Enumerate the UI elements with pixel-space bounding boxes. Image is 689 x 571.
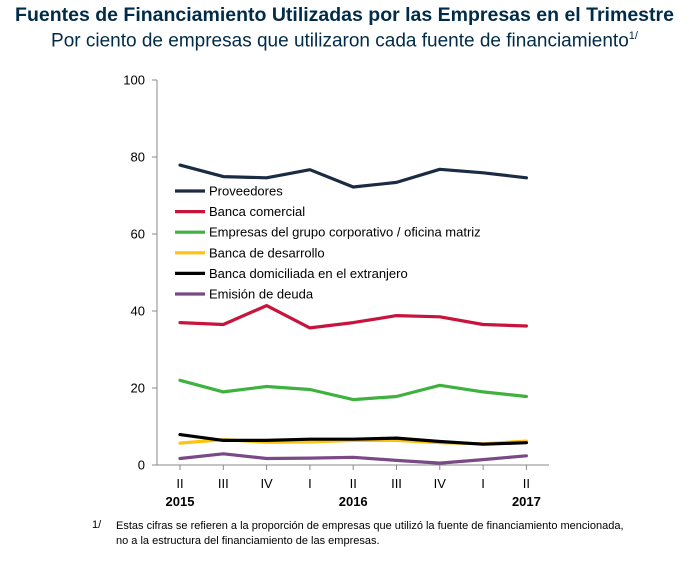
x-tick-label: IV	[260, 476, 273, 491]
series-line	[178, 304, 529, 330]
x-tick-label: I	[481, 476, 485, 491]
x-tick-label: I	[308, 476, 312, 491]
x-year-label: 2017	[512, 494, 541, 509]
y-tick-label: 40	[131, 304, 145, 319]
x-tick-label: II	[350, 476, 357, 491]
chart-axes	[152, 79, 549, 470]
subtitle-text: Por ciento de empresas que utilizaron ca…	[51, 30, 629, 52]
y-tick-label: 20	[131, 381, 145, 396]
y-tick-label: 100	[123, 73, 145, 88]
legend-label: Banca comercial	[209, 204, 305, 219]
x-tick-label: IV	[434, 476, 447, 491]
chart-subtitle: Por ciento de empresas que utilizaron ca…	[0, 30, 689, 52]
series-line	[178, 163, 529, 189]
chart-title: Fuentes de Financiamiento Utilizadas por…	[15, 4, 674, 26]
subtitle-footnote-mark: 1/	[628, 30, 638, 42]
x-year-label: 2016	[339, 494, 368, 509]
x-tick-label: II	[176, 476, 183, 491]
footnote-mark: 1/	[92, 519, 102, 531]
legend: Proveedores Banca comercial Empresas del g…	[175, 184, 481, 302]
series-line	[178, 378, 529, 402]
legend-label: Emisión de deuda	[209, 287, 314, 302]
x-tick-label: II	[523, 476, 530, 491]
series-line	[178, 452, 529, 465]
y-tick-labels: 0 20 40 60 80 100	[123, 73, 145, 473]
series-lines	[178, 163, 529, 465]
y-tick-label: 0	[138, 458, 145, 473]
legend-label: Banca domiciliada en el extranjero	[209, 266, 408, 281]
series-line	[178, 433, 529, 446]
x-tick-label: III	[391, 476, 402, 491]
legend-label: Empresas del grupo corporativo / oficina…	[209, 225, 481, 240]
legend-label: Banca de desarrollo	[209, 245, 325, 260]
footnote-text: Estas cifras se refieren a la proporción…	[116, 520, 624, 547]
y-tick-label: 60	[131, 227, 145, 242]
x-tick-label: III	[218, 476, 229, 491]
legend-label: Proveedores	[209, 184, 283, 199]
y-tick-label: 80	[131, 150, 145, 165]
x-year-label: 2015	[166, 494, 195, 509]
